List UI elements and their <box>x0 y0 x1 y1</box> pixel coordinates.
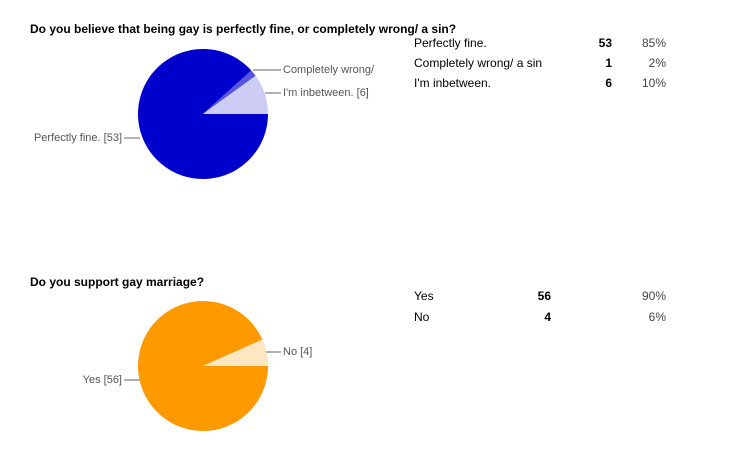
table-count: 1 <box>605 56 612 70</box>
slice-label: I'm inbetween. [6] <box>283 87 369 99</box>
pie-slice <box>203 339 268 366</box>
table-count: 53 <box>599 36 613 50</box>
table-category: Perfectly fine. <box>414 36 487 50</box>
chart-title: Do you support gay marriage? <box>30 275 204 289</box>
table-percent: 90% <box>642 289 666 303</box>
chart-title: Do you believe that being gay is perfect… <box>30 22 456 36</box>
table-count: 4 <box>544 310 551 324</box>
table-count: 6 <box>605 76 612 90</box>
slice-label: Completely wrong/ <box>283 64 375 76</box>
table-count: 56 <box>538 289 552 303</box>
slice-label: Yes [56] <box>83 374 122 386</box>
pie-slice <box>203 75 268 114</box>
pie-slice <box>138 300 268 431</box>
slice-label: No [4] <box>283 346 312 358</box>
table-category: No <box>414 310 430 324</box>
slice-label: Perfectly fine. [53] <box>34 132 122 144</box>
table-percent: 6% <box>649 310 667 324</box>
table-percent: 10% <box>642 76 666 90</box>
table-category: I'm inbetween. <box>414 76 491 90</box>
table-category: Completely wrong/ a sin <box>414 56 542 70</box>
table-percent: 2% <box>649 56 667 70</box>
pie-slice <box>203 70 256 114</box>
table-percent: 85% <box>642 36 666 50</box>
table-category: Yes <box>414 289 434 303</box>
